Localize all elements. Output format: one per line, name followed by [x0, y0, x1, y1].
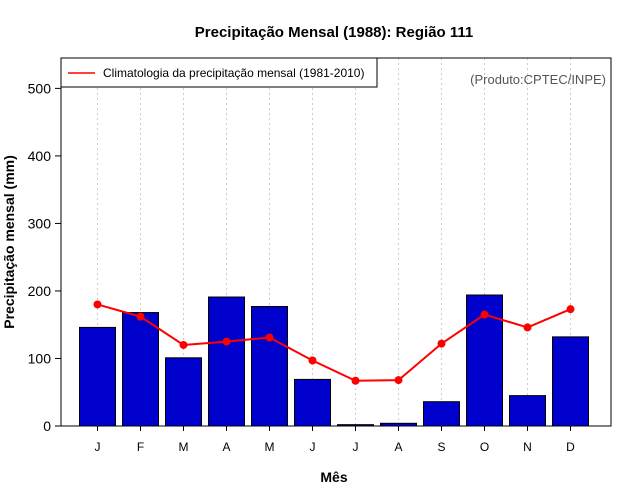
bar: [79, 326, 116, 427]
x-tick-label: F: [137, 440, 144, 454]
bars: [79, 294, 589, 427]
climatology-series: [93, 300, 575, 385]
x-tick-label: D: [566, 440, 575, 454]
y-tick-label: 0: [43, 418, 51, 434]
bar: [380, 422, 417, 427]
climatology-point: [437, 339, 446, 348]
climatology-point: [93, 300, 102, 309]
climatology-point: [394, 376, 403, 385]
climatology-point: [480, 310, 489, 319]
x-tick-label: A: [394, 440, 402, 454]
y-tick-label: 200: [28, 283, 52, 299]
x-tick-label: M: [179, 440, 189, 454]
y-tick-label: 100: [28, 350, 52, 366]
legend: Climatologia da precipitação mensal (198…: [60, 57, 378, 88]
bar: [251, 305, 288, 427]
climatology-point: [222, 337, 231, 346]
x-tick-label: S: [437, 440, 445, 454]
y-axis: 0 100 200 300 400 500: [28, 80, 61, 434]
climatology-point: [523, 323, 532, 332]
x-tick-label: N: [523, 440, 532, 454]
bar: [552, 336, 589, 427]
bar: [122, 312, 159, 427]
y-axis-label: Precipitação mensal (mm): [1, 155, 17, 329]
bar: [509, 395, 546, 427]
climatology-point: [308, 356, 317, 365]
bar: [165, 357, 202, 427]
bar: [208, 296, 245, 427]
climatology-line: [97, 303, 571, 382]
x-tick-label: J: [310, 440, 316, 454]
bar: [337, 424, 374, 427]
bar: [294, 378, 331, 427]
bar: [423, 401, 460, 427]
y-tick-label: 500: [28, 80, 52, 96]
x-tick-label: J: [353, 440, 359, 454]
climatology-point: [566, 305, 575, 314]
climatology-point: [265, 333, 274, 342]
x-tick-label: J: [95, 440, 101, 454]
legend-entry-climatology: Climatologia da precipitação mensal (198…: [103, 66, 364, 80]
x-tick-label: O: [480, 440, 489, 454]
climatology-point: [179, 340, 188, 349]
chart-title: Precipitação Mensal (1988): Região 111: [195, 24, 473, 41]
climatology-point: [136, 312, 145, 321]
y-tick-label: 300: [28, 215, 52, 231]
x-axis-label: Mês: [320, 469, 347, 485]
legend-box: [60, 57, 378, 88]
credit-annotation: (Produto:CPTEC/INPE): [470, 72, 606, 87]
x-tick-label: A: [222, 440, 230, 454]
x-tick-label: M: [265, 440, 275, 454]
y-tick-label: 400: [28, 148, 52, 164]
climatology-point: [351, 376, 360, 385]
